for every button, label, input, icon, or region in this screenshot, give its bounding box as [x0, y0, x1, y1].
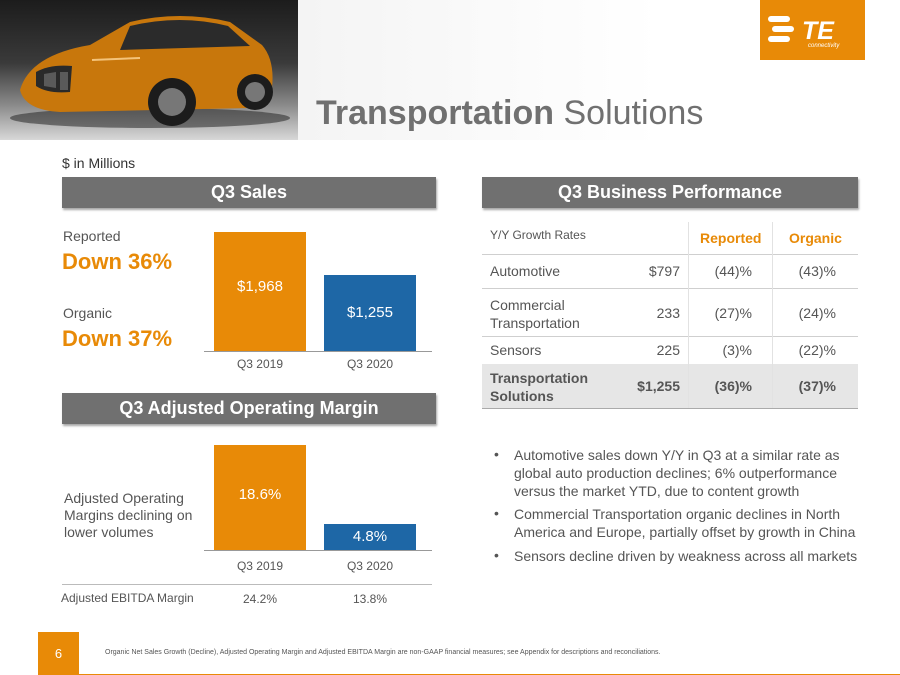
te-logo: TE connectivity — [760, 0, 865, 60]
row-reported: (27)% — [714, 305, 752, 321]
bullet-marker: • — [494, 505, 499, 521]
row-organic: (43)% — [798, 263, 836, 279]
sales-axis-label-0: Q3 2019 — [236, 357, 284, 371]
ebitda-value-2020: 13.8% — [352, 592, 388, 606]
table-row: Commercial Transportation 233 (27)% (24)… — [482, 288, 858, 337]
te-logo-icon: TE connectivity — [768, 16, 840, 49]
row-amount: $797 — [648, 263, 680, 279]
sales-axis-label-1: Q3 2020 — [346, 357, 394, 371]
page-title: Transportation Solutions — [316, 94, 703, 133]
ebitda-value-2019: 24.2% — [242, 592, 278, 606]
column-separator — [772, 222, 773, 408]
bullet-text: Commercial Transportation organic declin… — [514, 506, 856, 540]
ebitda-label: Adjusted EBITDA Margin — [61, 591, 194, 605]
table-row: Automotive $797 (44)% (43)% — [482, 254, 858, 289]
row-amount: $1,255 — [637, 378, 680, 394]
margin-value-label: 4.8% — [352, 527, 388, 545]
margin-bar-q3-2020: 4.8% — [324, 524, 416, 551]
col-label-header: Y/Y Growth Rates — [490, 228, 586, 242]
margin-heading: Q3 Adjusted Operating Margin — [62, 393, 436, 424]
bullet-text: Automotive sales down Y/Y in Q3 at a sim… — [514, 447, 840, 499]
sales-bar-chart: $1,968 $1,255 — [204, 232, 432, 352]
reported-value: Down 36% — [62, 249, 173, 274]
sales-heading: Q3 Sales — [62, 177, 436, 208]
margin-bar-chart: 18.6% 4.8% — [204, 445, 432, 551]
page-title-rest: Solutions — [554, 94, 704, 132]
organic-label: Organic — [63, 305, 113, 321]
margin-axis-label-0: Q3 2019 — [236, 559, 284, 573]
sales-axis-line — [204, 351, 432, 352]
margin-value-label: 18.6% — [238, 486, 282, 503]
bullet-marker: • — [494, 446, 499, 462]
bullet-text: Sensors decline driven by weakness acros… — [514, 548, 858, 564]
row-reported: (36)% — [714, 378, 752, 394]
row-reported: (44)% — [714, 263, 752, 279]
reported-label: Reported — [63, 228, 121, 244]
svg-text:TE: TE — [802, 17, 835, 45]
margin-axis-line — [204, 550, 432, 551]
row-name: Automotive — [490, 263, 561, 279]
sales-value-label: $1,255 — [347, 304, 393, 322]
sales-value-label: $1,968 — [237, 277, 283, 295]
table-row: Sensors 225 (3)% (22)% — [482, 336, 858, 365]
row-amount: 225 — [656, 342, 680, 358]
row-name: Commercial Transportation — [490, 297, 580, 331]
svg-text:connectivity: connectivity — [808, 43, 840, 49]
hero-car-image — [0, 0, 298, 140]
row-organic: (24)% — [798, 305, 836, 321]
row-amount: 233 — [656, 305, 680, 321]
row-name: Sensors — [490, 342, 542, 358]
car-illustration — [10, 16, 290, 128]
row-reported: (3)% — [722, 342, 752, 358]
row-name: Transportation Solutions — [490, 370, 589, 404]
footer-note: Organic Net Sales Growth (Decline), Adju… — [105, 649, 661, 656]
page-number: 6 — [38, 632, 79, 675]
sales-bar-q3-2019: $1,968 — [214, 232, 306, 352]
col-organic-header: Organic — [789, 230, 842, 246]
margin-bar-q3-2019: 18.6% — [214, 445, 306, 551]
page-title-bold: Transportation — [316, 94, 555, 132]
row-organic: (22)% — [798, 342, 836, 358]
column-separator — [688, 222, 689, 408]
sales-bar-q3-2020: $1,255 — [324, 275, 416, 352]
bullet-marker: • — [494, 547, 499, 563]
performance-heading: Q3 Business Performance — [482, 177, 858, 208]
col-reported-header: Reported — [700, 230, 762, 246]
organic-value: Down 37% — [62, 326, 173, 351]
margin-axis-label-1: Q3 2020 — [346, 559, 394, 573]
units-label: $ in Millions — [62, 155, 136, 171]
ebitda-divider — [62, 584, 432, 585]
row-organic: (37)% — [798, 378, 836, 394]
margin-note: Adjusted Operating Margins declining on … — [64, 490, 193, 540]
performance-header-row: Y/Y Growth Rates Reported Organic — [482, 222, 858, 255]
table-total-row: Transportation Solutions $1,255 (36)% (3… — [482, 364, 858, 409]
